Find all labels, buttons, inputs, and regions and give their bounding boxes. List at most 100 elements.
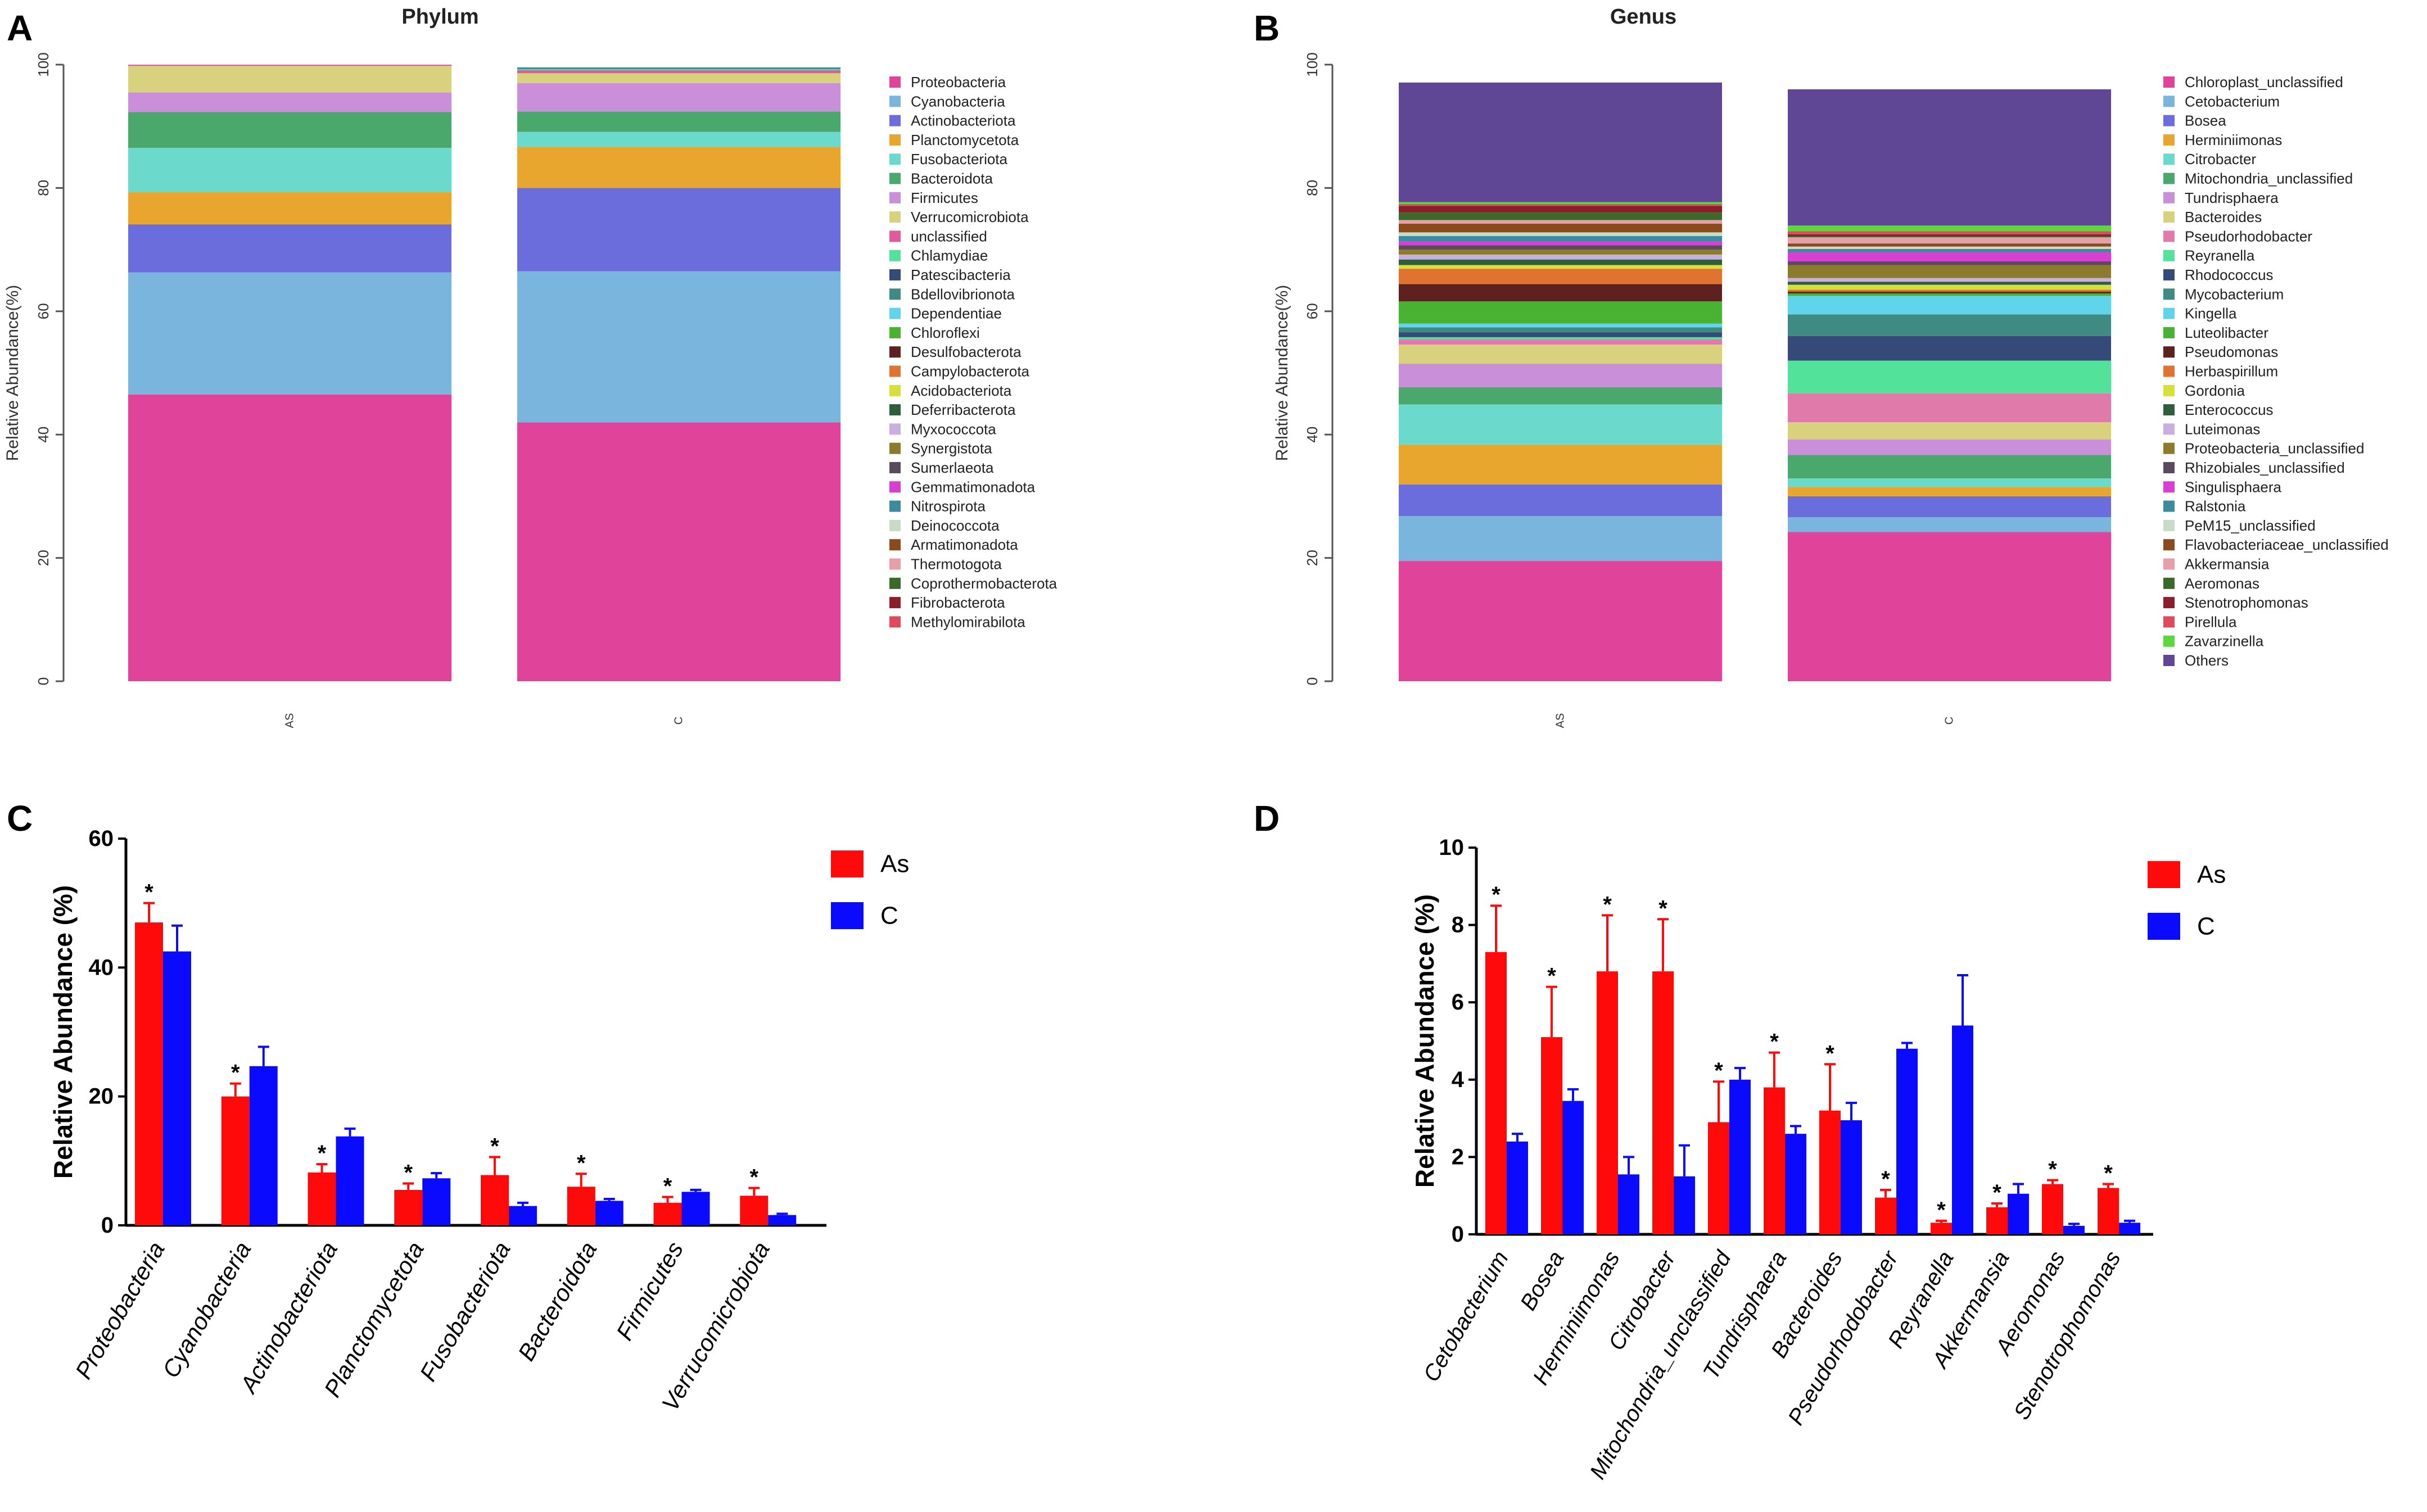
legend-label: Actinobacteriota [911,112,1016,129]
y-tick-label: 20 [1304,550,1321,566]
legend-label: Proteobacteria [911,74,1006,90]
legend-swatch [889,96,901,107]
legend-swatch [889,327,901,338]
stack-segment [517,70,840,74]
legend-label: Flavobacteriaceae_unclassified [2185,536,2389,553]
legend-swatch [2163,115,2175,126]
stack-segment [1399,241,1722,246]
stack-segment [1788,496,2111,518]
significance-marker: * [144,880,153,905]
stack-segment [1788,243,2111,247]
stack-segment [1788,532,2111,681]
stack-segment [1399,212,1722,220]
y-tick-label: 6 [1452,990,1464,1015]
stack-segment [1399,485,1722,517]
legend-label: Others [2185,652,2229,669]
legend-label: Zavarzinella [2185,633,2264,650]
x-tick-label: C [673,717,685,725]
stack-segment [1399,250,1722,255]
stack-segment [1399,327,1722,333]
legend-label: Dependentiae [911,305,1002,322]
significance-marker: * [1658,896,1667,921]
significance-marker: * [1714,1058,1723,1083]
y-tick-label: 40 [1304,427,1321,443]
bar-c [1507,1141,1528,1234]
legend-swatch [2163,288,2175,300]
legend-label: Aeromonas [2185,575,2259,592]
legend-swatch [2163,442,2175,454]
significance-marker: * [749,1165,758,1189]
bar-c [1896,1048,1918,1234]
y-tick-label: 0 [1452,1222,1464,1247]
legend-swatch [2163,76,2175,88]
legend-swatch [2163,384,2175,396]
legend-swatch [889,423,901,435]
legend-label: Nitrospirota [911,498,986,515]
stack-segment [517,73,840,83]
bar-c [249,1066,278,1225]
stack-segment [1788,237,2111,244]
bar-c [1674,1176,1695,1234]
legend-label: Campylobacterota [911,363,1030,380]
legend-label: Pseudomonas [2185,343,2278,360]
legend-swatch [2163,635,2175,647]
chart-title: Phylum [401,5,478,29]
legend-swatch [2163,423,2175,435]
legend-swatch [889,481,901,493]
significance-marker: * [1937,1198,1946,1223]
legend-swatch [2163,250,2175,261]
stack-segment [1788,455,2111,479]
bar-as [1708,1122,1729,1234]
legend-label: Luteolibacter [2185,324,2268,341]
x-tick-label: Stenotrophomonas [2009,1247,2126,1424]
legend-swatch [889,288,901,300]
x-tick-label: AS [1554,713,1567,728]
legend-label: Cyanobacteria [911,93,1005,110]
stack-segment [128,394,451,681]
legend-label: Gemmatimonadota [911,478,1036,495]
stack-segment [1399,232,1722,236]
legend-label: As [880,850,909,878]
legend-label: Pirellula [2185,613,2237,630]
y-tick-label: 20 [89,1084,114,1109]
legend-swatch [2163,519,2175,531]
legend-swatch [889,539,901,551]
stack-segment [1399,206,1722,213]
stack-segment [1788,282,2111,285]
stack-segment [1399,332,1722,337]
legend-label: Acidobacteriota [911,382,1012,399]
significance-marker: * [1770,1030,1779,1054]
significance-marker: * [404,1160,413,1185]
y-tick-label: 8 [1452,913,1464,938]
y-tick-label: 40 [89,955,114,980]
stack-segment [128,224,451,273]
stack-segment [517,422,840,681]
y-tick-label: 0 [35,677,52,685]
legend-label: Desulfobacterota [911,343,1022,360]
bar-as [394,1189,423,1225]
legend-swatch [889,577,901,589]
bar-as [1986,1207,2008,1234]
legend-swatch [2163,616,2175,628]
stack-segment [1399,220,1722,224]
legend-label: Chloroplast_unclassified [2185,74,2343,90]
legend-swatch [2163,134,2175,146]
stack-segment [1788,336,2111,361]
x-tick-label: Fusobacteriota [414,1237,516,1386]
stack-segment [1788,284,2111,290]
stack-segment [1788,478,2111,487]
legend-swatch [2163,307,2175,319]
legend-swatch [889,442,901,454]
bar-as [2042,1184,2063,1234]
legend-label: Chloroflexi [911,324,980,341]
legend-swatch [889,269,901,280]
bar-as [1652,971,1674,1234]
x-tick-label: AS [284,713,296,728]
stack-segment [1788,231,2111,234]
legend-label: Mitochondria_unclassified [2185,170,2353,187]
significance-marker: * [2048,1157,2057,1182]
legend-label: Reyranella [2185,247,2255,264]
stack-segment [1399,203,1722,206]
legend-swatch [889,115,901,126]
